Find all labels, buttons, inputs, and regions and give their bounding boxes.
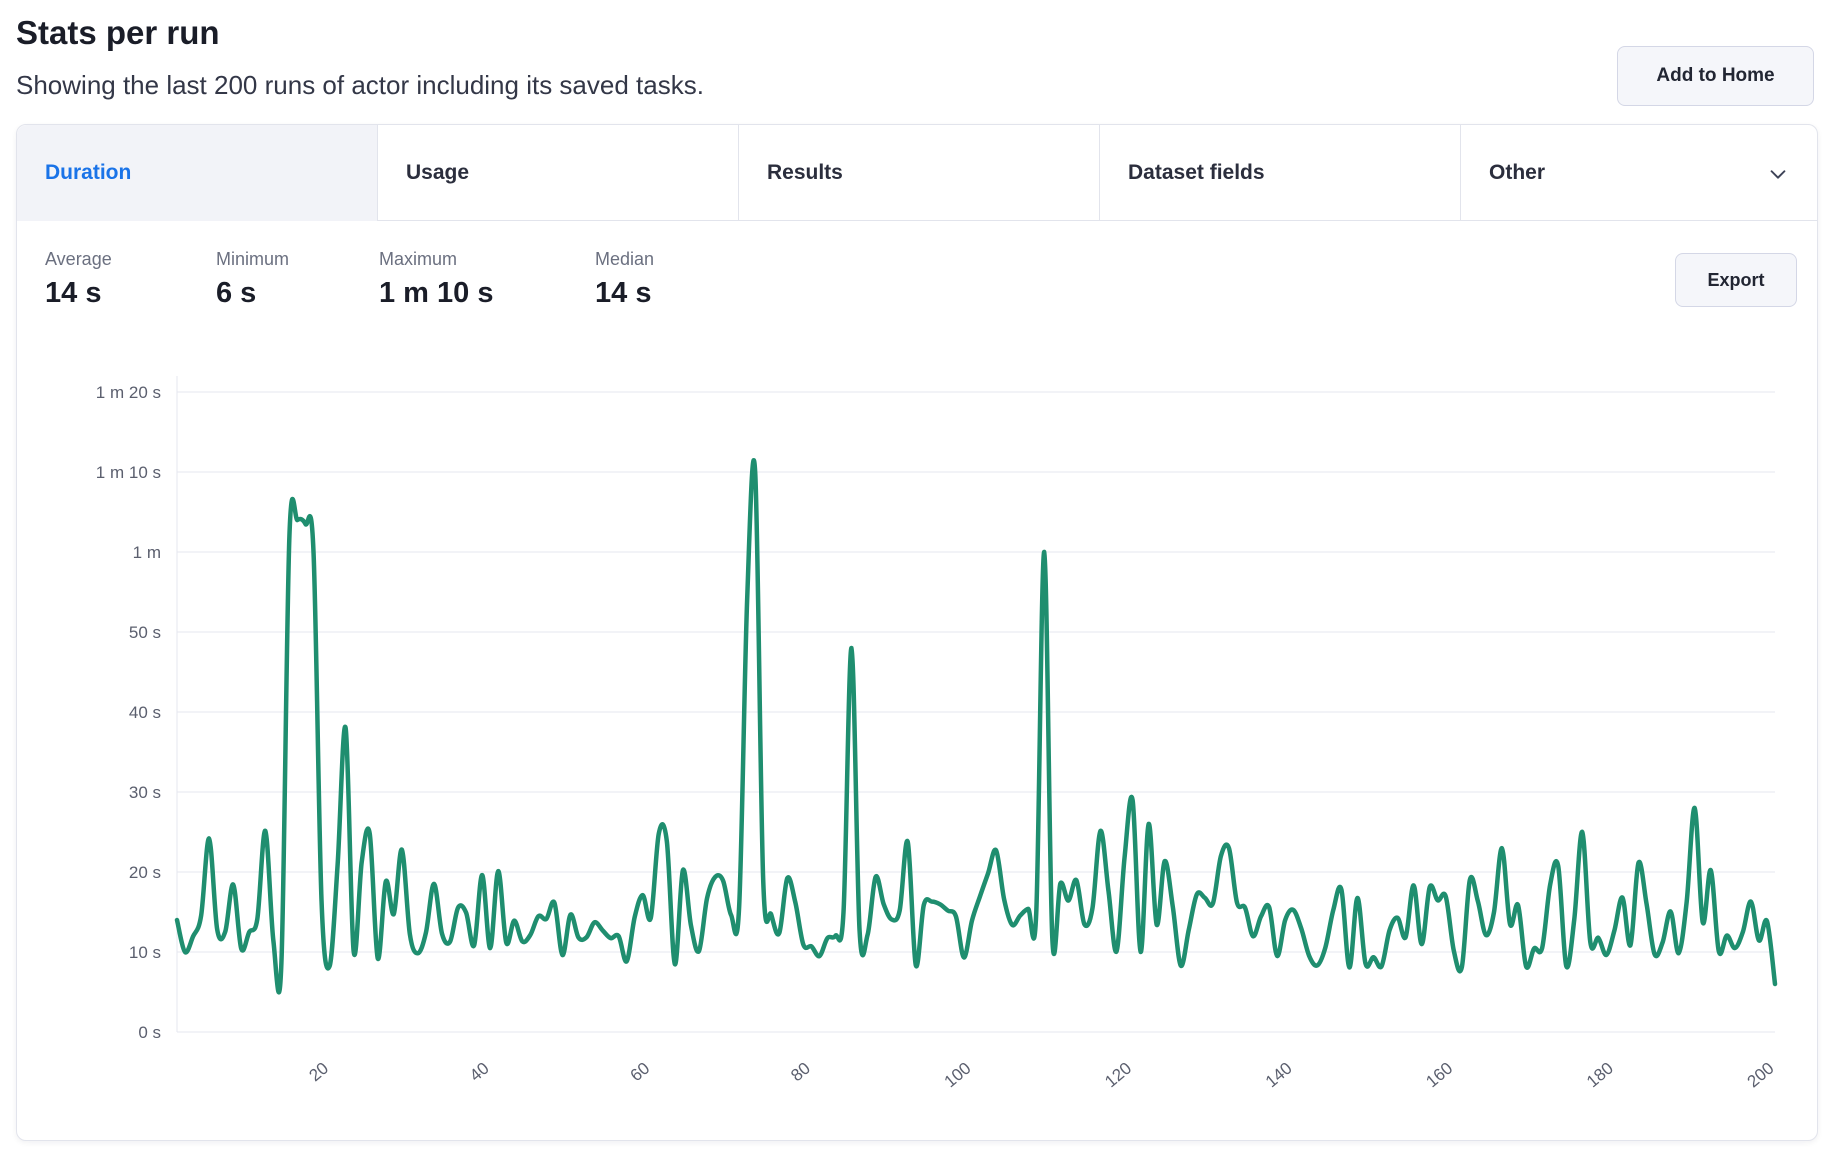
svg-text:30 s: 30 s	[129, 783, 161, 802]
svg-text:10 s: 10 s	[129, 943, 161, 962]
svg-text:0 s: 0 s	[138, 1023, 161, 1042]
svg-text:1 m 20 s: 1 m 20 s	[96, 383, 161, 402]
svg-text:100: 100	[941, 1059, 975, 1092]
svg-text:200: 200	[1744, 1059, 1778, 1092]
svg-text:20 s: 20 s	[129, 863, 161, 882]
svg-text:80: 80	[787, 1059, 814, 1086]
svg-text:50 s: 50 s	[129, 623, 161, 642]
svg-text:180: 180	[1583, 1059, 1617, 1092]
svg-text:120: 120	[1101, 1059, 1135, 1092]
svg-text:1 m: 1 m	[133, 543, 161, 562]
svg-text:20: 20	[305, 1059, 332, 1086]
svg-text:40: 40	[466, 1059, 493, 1086]
svg-text:40 s: 40 s	[129, 703, 161, 722]
svg-text:1 m 10 s: 1 m 10 s	[96, 463, 161, 482]
svg-text:160: 160	[1422, 1059, 1456, 1092]
svg-text:140: 140	[1262, 1059, 1296, 1092]
svg-text:60: 60	[627, 1059, 654, 1086]
